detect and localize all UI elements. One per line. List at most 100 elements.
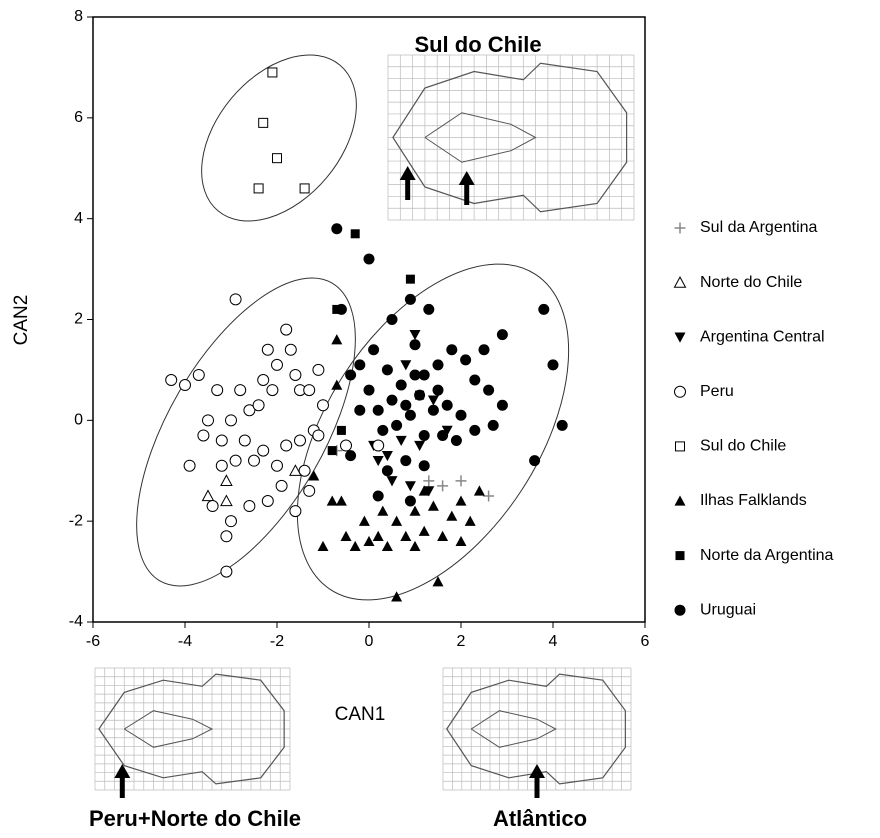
point [460,354,471,365]
point [433,576,444,586]
deformation-grids [95,55,634,798]
point [405,410,416,421]
point [437,531,448,541]
point [387,314,398,325]
point [488,420,499,431]
point [203,415,214,426]
point [437,430,448,441]
point [336,304,347,315]
point [193,369,204,380]
point [391,420,402,431]
point [423,475,434,486]
point [230,455,241,466]
point [259,118,268,127]
point [216,435,227,446]
point [410,369,421,380]
point [396,380,407,391]
point [405,481,416,491]
point [396,436,407,446]
x-tick-label: 6 [641,633,650,650]
point [446,511,457,521]
point [262,496,273,507]
point [221,531,232,542]
point [331,223,342,234]
point [419,430,430,441]
point [226,516,237,527]
point [377,506,388,516]
point [406,275,415,284]
point [230,294,241,305]
confidence-ellipse [170,25,387,250]
point [456,536,467,546]
point [497,400,508,411]
point [254,184,263,193]
point [373,405,384,416]
point [419,526,430,536]
plot-frame [93,17,645,622]
legend-label: Uruguai [700,601,756,618]
point [548,359,559,370]
y-tick-label: -4 [69,613,83,630]
point [273,154,282,163]
point [318,400,329,411]
point [198,430,209,441]
point [336,496,347,506]
point [428,501,439,511]
point [212,385,223,396]
legend-label: Sul da Argentina [700,219,818,236]
x-tick-label: 2 [457,633,466,650]
point [483,490,494,501]
point [410,339,421,350]
point [249,455,260,466]
point [428,405,439,416]
y-tick-label: 0 [74,412,83,429]
point [285,344,296,355]
point [166,375,177,386]
point [313,364,324,375]
point [354,405,365,416]
legend-label: Norte da Argentina [700,547,834,564]
legend-label: Peru [700,383,734,400]
point [368,344,379,355]
point [400,455,411,466]
point [345,450,356,461]
point [373,440,384,451]
point [341,531,352,541]
point [479,344,490,355]
x-tick-label: -4 [178,633,192,650]
point [373,531,384,541]
legend-marker [676,551,685,560]
point [331,380,342,390]
point [258,375,269,386]
legend-marker [675,333,686,343]
point [400,360,411,370]
legend-label: Sul do Chile [700,438,786,455]
point [410,541,421,551]
confidence-ellipse [92,244,399,620]
point [203,490,214,500]
point [221,566,232,577]
point [433,385,444,396]
point [276,480,287,491]
y-tick-label: 4 [74,210,83,227]
y-axis-label: CAN2 [11,295,32,346]
point [483,385,494,396]
point [405,294,416,305]
point [272,460,283,471]
point [373,456,384,466]
point [281,440,292,451]
point [267,385,278,396]
x-tick-label: -6 [86,633,100,650]
point [469,375,480,386]
point [428,395,439,405]
point [456,410,467,421]
point [451,435,462,446]
point [354,359,365,370]
arrow-head [114,764,130,778]
annotation: Sul do Chile [414,32,541,57]
point [456,475,467,486]
point [262,344,273,355]
point [410,330,421,340]
point [364,254,375,265]
point [382,541,393,551]
